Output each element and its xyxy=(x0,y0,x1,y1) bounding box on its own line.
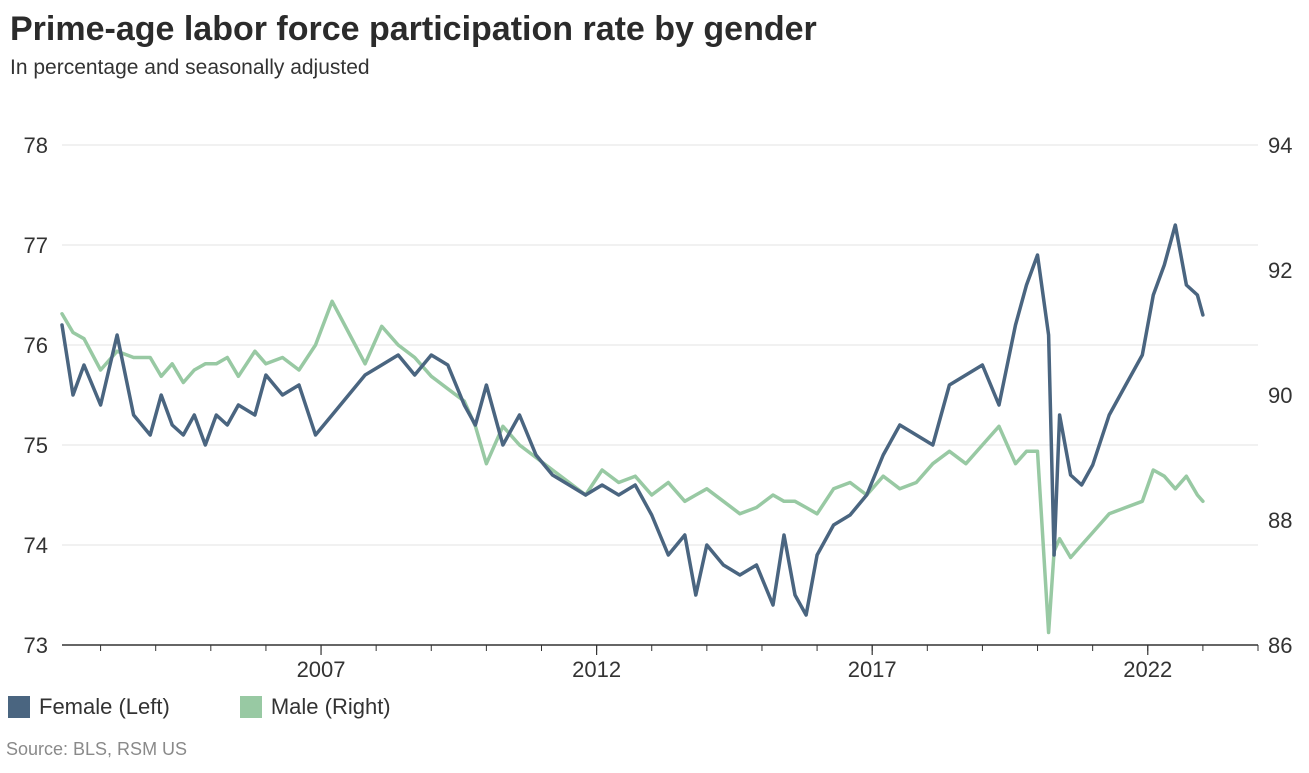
left-tick-78: 78 xyxy=(24,133,48,158)
axes: 73 74 75 76 77 78 86 88 90 92 94 2007 2012 2017 2022 xyxy=(24,133,1293,682)
x-tick-label-2007: 2007 xyxy=(297,657,346,682)
x-tick-label-2012: 2012 xyxy=(572,657,621,682)
source-note: Source: BLS, RSM US xyxy=(6,739,188,759)
series-line-male xyxy=(60,299,1205,635)
legend-label-female: Female (Left) xyxy=(39,694,170,719)
legend-label-male: Male (Right) xyxy=(270,694,391,719)
right-tick-92: 92 xyxy=(1268,258,1292,283)
x-tick-label-2017: 2017 xyxy=(848,657,897,682)
legend-item-female[interactable]: Female (Left) xyxy=(8,694,170,720)
legend-swatch-male xyxy=(239,696,262,718)
chart-subtitle: In percentage and seasonally adjusted xyxy=(10,56,370,79)
legend: Female (Left) Male (Right) xyxy=(8,694,461,720)
series-lines xyxy=(60,223,1205,635)
right-tick-94: 94 xyxy=(1268,133,1292,158)
left-tick-77: 77 xyxy=(24,233,48,258)
legend-swatch-female xyxy=(8,696,30,718)
left-tick-76: 76 xyxy=(24,333,48,358)
x-tick-label-2022: 2022 xyxy=(1123,657,1172,682)
gridlines xyxy=(62,144,1258,546)
left-tick-74: 74 xyxy=(24,533,48,558)
right-tick-88: 88 xyxy=(1268,508,1292,533)
line-chart: 73 74 75 76 77 78 86 88 90 92 94 2007 2012 2017 2022 xyxy=(24,133,1293,682)
left-tick-75: 75 xyxy=(24,433,48,458)
left-tick-73: 73 xyxy=(24,633,48,658)
legend-item-male[interactable]: Male (Right) xyxy=(239,694,391,720)
series-line-female xyxy=(60,223,1205,617)
chart-title: Prime-age labor force participation rate… xyxy=(10,10,817,48)
right-tick-90: 90 xyxy=(1268,383,1292,408)
right-tick-86: 86 xyxy=(1268,633,1292,658)
